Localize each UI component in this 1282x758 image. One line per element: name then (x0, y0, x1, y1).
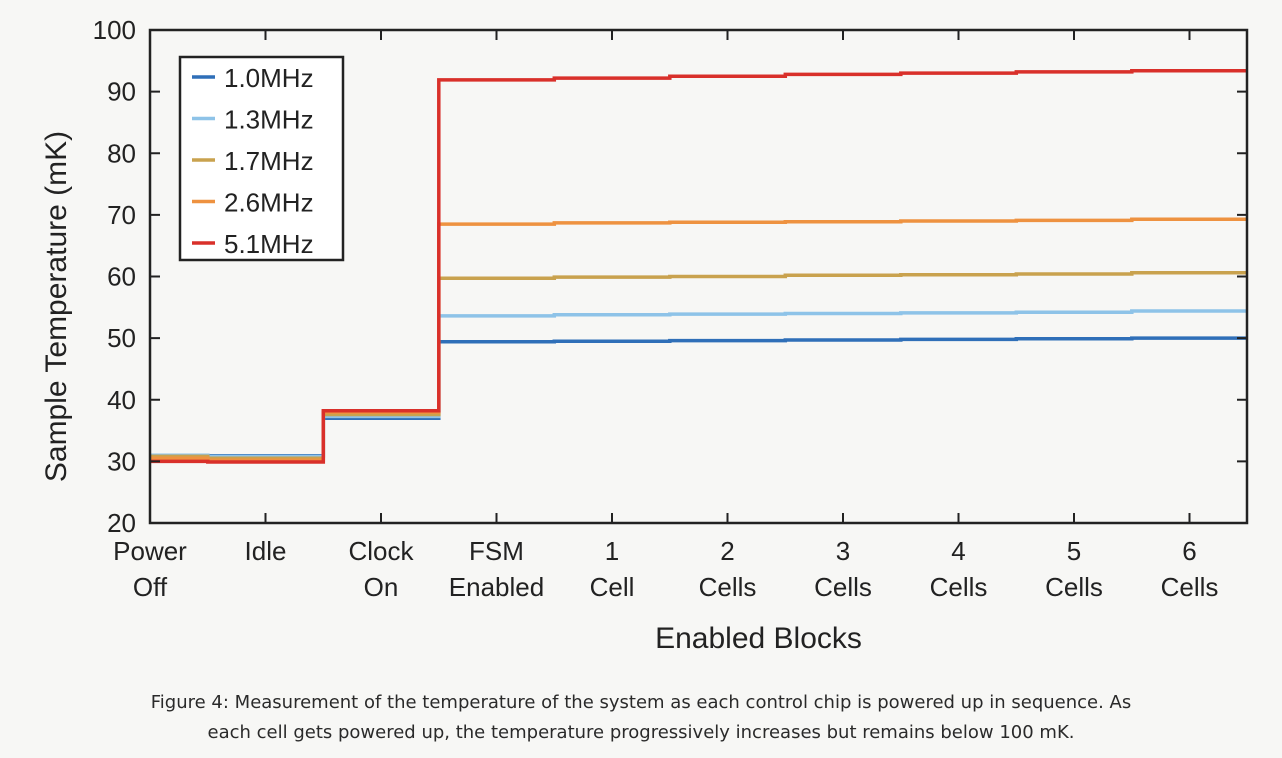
series-line-1.7MHz (150, 271, 1247, 461)
x-tick-label: Clock (348, 536, 414, 566)
y-tick-label: 90 (107, 77, 136, 107)
x-tick-label: 3 (836, 536, 850, 566)
x-tick-label: Cells (699, 572, 757, 602)
legend: 1.0MHz 1.3MHz 1.7MHz 2.6MHz 5.1MHz (178, 55, 345, 262)
y-axis-ticks: 20 30 40 50 60 70 80 90 100 (93, 15, 1247, 538)
legend-label: 1.0MHz (224, 63, 314, 93)
x-tick-label: 1 (605, 536, 619, 566)
x-tick-label: Cells (1161, 572, 1219, 602)
y-tick-label: 70 (107, 200, 136, 230)
x-tick-label: Cells (1045, 572, 1103, 602)
y-tick-label: 100 (93, 15, 136, 45)
y-tick-label: 80 (107, 138, 136, 168)
x-tick-label: Cells (930, 572, 988, 602)
legend-label: 1.7MHz (224, 146, 314, 176)
x-tick-label: 6 (1182, 536, 1196, 566)
series-line-5.1MHz (150, 68, 1247, 464)
x-tick-label: 5 (1067, 536, 1081, 566)
x-tick-label: Off (133, 572, 168, 602)
x-tick-label: Idle (245, 536, 287, 566)
x-tick-label: Enabled (449, 572, 544, 602)
y-tick-label: 40 (107, 385, 136, 415)
caption-line-2: each cell gets powered up, the temperatu… (207, 722, 1075, 743)
y-tick-label: 30 (107, 446, 136, 476)
caption-line-1: Figure 4: Measurement of the temperature… (150, 692, 1132, 713)
figure-caption: Figure 4: Measurement of the temperature… (40, 688, 1242, 748)
series-lines (150, 68, 1247, 464)
y-tick-label: 20 (107, 508, 136, 538)
x-tick-label: Power (113, 536, 187, 566)
y-axis-label: Sample Temperature (mK) (40, 131, 73, 482)
x-tick-label: 4 (951, 536, 965, 566)
series-line-1.3MHz (150, 309, 1247, 459)
x-tick-label: On (364, 572, 399, 602)
x-axis-ticks: Power Off Idle Clock On FSM Enabled 1 Cell 2 Cells… (113, 30, 1218, 602)
legend-label: 5.1MHz (224, 229, 314, 259)
x-tick-label: Cell (590, 572, 635, 602)
legend-label: 2.6MHz (224, 188, 314, 218)
y-tick-label: 60 (107, 262, 136, 292)
y-tick-label: 50 (107, 323, 136, 353)
x-tick-label: FSM (469, 536, 524, 566)
legend-label: 1.3MHz (224, 105, 314, 135)
temperature-step-chart: 20 30 40 50 60 70 80 90 100 Power Off Idle Clock On F… (40, 15, 1249, 655)
x-tick-label: 2 (720, 536, 734, 566)
x-tick-label: Cells (814, 572, 872, 602)
series-line-1.0MHz (150, 336, 1247, 458)
x-axis-label: Enabled Blocks (655, 622, 862, 655)
